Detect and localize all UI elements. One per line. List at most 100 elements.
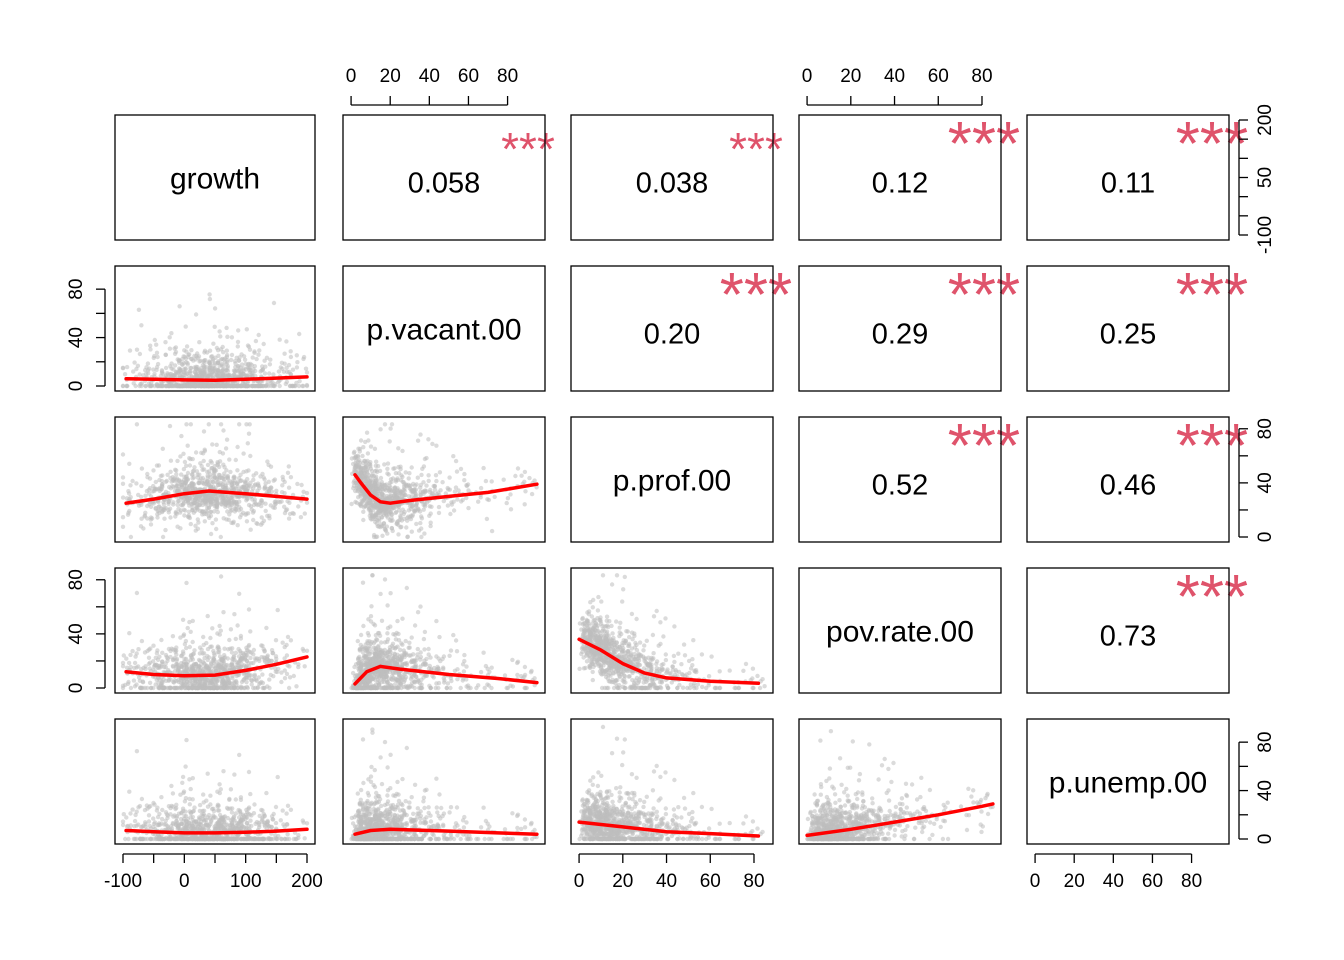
scatter-point: [177, 304, 182, 309]
panel-frame: [798, 114, 1002, 241]
scatter-point: [127, 631, 132, 636]
scatter-point: [444, 685, 450, 691]
scatter-point: [217, 623, 222, 629]
point-cloud-p-prof-00-vs-growth: [120, 422, 310, 540]
scatter-point: [188, 653, 194, 658]
scatter-point: [399, 489, 404, 494]
scatter-point: [299, 482, 304, 488]
scatter-point: [384, 509, 389, 514]
scatter-point: [360, 453, 365, 459]
scatter-point: [227, 457, 232, 462]
scatter-point: [190, 476, 195, 481]
scatter-point: [275, 607, 280, 613]
panel-frame: [1026, 114, 1230, 241]
scatter-point: [247, 422, 252, 427]
scatter-point: [180, 617, 186, 622]
scatter-point: [466, 505, 471, 511]
scatter-point: [200, 668, 206, 673]
scatter-point: [508, 507, 514, 512]
diagonal-label-growth: growth: [170, 163, 260, 196]
scatter-point: [151, 667, 156, 672]
scatter-point: [434, 681, 439, 686]
scatter-point: [239, 369, 244, 374]
scatter-point: [227, 637, 232, 643]
scatter-point: [427, 504, 432, 509]
scatter-point: [430, 441, 435, 447]
scatter-point: [421, 464, 427, 469]
scatter-point: [137, 678, 143, 683]
scatter-point: [385, 466, 390, 471]
scatter-point: [206, 383, 212, 389]
scatter-point: [228, 357, 234, 363]
scatter-point: [132, 660, 138, 666]
scatter-point: [219, 493, 224, 499]
scatter-point: [190, 639, 195, 645]
scatter-point: [369, 604, 374, 609]
scatter-point: [229, 482, 235, 487]
scatter-point: [419, 514, 424, 519]
scatter-point: [376, 643, 381, 649]
scatter-point: [361, 685, 366, 691]
scatter-point: [147, 680, 153, 685]
scatter-point: [165, 472, 170, 477]
scatter-point: [304, 490, 310, 496]
scatter-point: [233, 364, 238, 370]
scatter-point: [167, 685, 173, 691]
scatter-point: [205, 613, 210, 619]
scatter-point: [280, 483, 285, 488]
scatter-point: [286, 464, 291, 469]
scatter-point: [152, 337, 157, 343]
scatter-point: [394, 630, 399, 636]
scatter-point: [145, 516, 150, 521]
scatter-point: [248, 480, 253, 485]
scatter-point: [282, 479, 287, 485]
scatter-point: [434, 443, 439, 448]
scatter-point: [172, 346, 177, 351]
scatter-point: [262, 649, 267, 654]
scatter-point: [152, 353, 157, 359]
scatter-point: [356, 454, 361, 460]
scatter-point: [388, 624, 393, 629]
scatter-point: [221, 350, 226, 355]
scatter-point: [143, 510, 148, 515]
scatter-point: [244, 469, 249, 474]
scatter-point: [123, 682, 128, 688]
scatter-point: [244, 519, 250, 524]
scatter-point: [120, 660, 126, 666]
scatter-point: [120, 524, 126, 529]
scatter-point: [454, 649, 460, 654]
scatter-point: [201, 429, 207, 434]
scatter-point: [350, 461, 356, 467]
scatter-point: [193, 312, 199, 317]
scatter-point: [244, 658, 250, 664]
scatter-point: [144, 371, 149, 376]
scatter-point: [447, 653, 452, 658]
scatter-point: [260, 383, 266, 389]
panel-growth-p-unemp-00: ***0.11: [1026, 110, 1248, 241]
scatter-point: [120, 383, 126, 389]
scatter-point: [132, 684, 138, 689]
scatter-point: [360, 650, 366, 655]
scatter-point: [151, 483, 156, 489]
scatter-point: [139, 516, 144, 521]
panel-p-prof-00-p-prof-00: p.prof.00: [570, 416, 774, 543]
scatter-point: [225, 494, 230, 499]
scatter-point: [213, 517, 219, 522]
scatter-point: [160, 473, 165, 478]
scatter-point: [294, 684, 299, 689]
scatter-point: [296, 383, 302, 389]
scatter-point: [358, 467, 364, 472]
scatter-point: [406, 476, 411, 481]
scatter-point: [184, 580, 189, 586]
scatter-point: [393, 510, 398, 515]
scatter-point: [255, 521, 260, 527]
scatter-point: [448, 675, 453, 681]
scatter-point: [265, 513, 270, 518]
scatter-point: [220, 344, 225, 350]
panel-frame: [570, 114, 774, 241]
scatter-point: [242, 357, 248, 362]
scatter-point: [244, 327, 249, 332]
scatter-point: [252, 672, 257, 677]
scatter-point: [128, 685, 134, 691]
scatter-point: [241, 685, 247, 691]
